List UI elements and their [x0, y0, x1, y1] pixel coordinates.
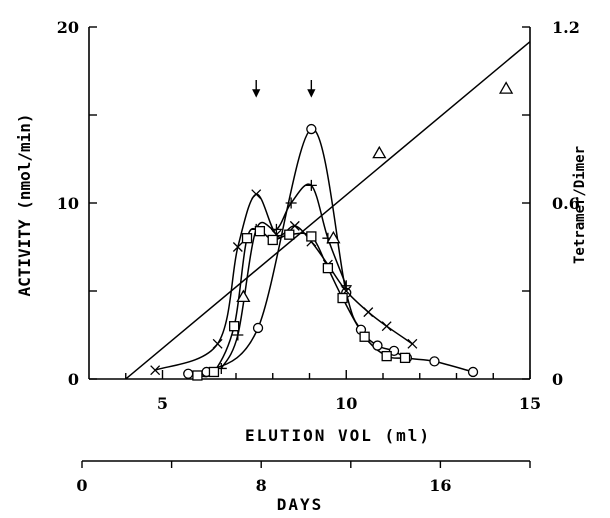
square-marker	[359, 331, 370, 342]
x-axis-title: ELUTION VOL (ml)	[245, 426, 431, 445]
square-marker	[284, 229, 295, 240]
plus-marker	[340, 280, 352, 292]
arrows	[252, 80, 316, 98]
square-marker	[208, 366, 220, 378]
cross-marker	[232, 242, 243, 252]
triangle-marker	[498, 81, 514, 94]
cross-marker	[363, 307, 374, 318]
cross-marker	[289, 220, 300, 231]
square-marker	[254, 226, 266, 237]
x-tick-label: 10	[335, 394, 357, 413]
square-marker	[381, 350, 392, 362]
x-tick-label: 15	[519, 394, 541, 413]
square-marker	[337, 292, 348, 304]
y2-tick-label: 0.6	[552, 194, 580, 213]
square-marker	[229, 321, 240, 332]
y2-tick-label: 0	[552, 370, 563, 389]
square-marker	[306, 231, 317, 242]
square-marker	[241, 233, 253, 244]
y2-tick-label: 1.2	[552, 18, 580, 37]
circle-marker	[429, 356, 440, 367]
plus-marker	[305, 179, 317, 191]
series-markers	[150, 81, 514, 381]
y2-axis-title: Tetramer/Dimer	[572, 146, 588, 264]
peak-arrowhead	[252, 89, 261, 98]
plus-marker	[285, 197, 297, 209]
plus-marker	[270, 223, 282, 235]
x-tick-label: 5	[157, 394, 168, 413]
triangle-marker	[236, 289, 251, 303]
y-tick-label: 0	[68, 370, 79, 389]
cross-marker	[150, 365, 161, 376]
peak-arrowhead	[307, 89, 316, 98]
x2-tick-label: 8	[256, 476, 267, 495]
square-marker	[192, 370, 203, 381]
cross-marker	[251, 189, 262, 200]
square-marker	[267, 234, 278, 246]
circle-marker	[183, 368, 194, 379]
y-tick-label: 10	[57, 194, 79, 213]
square-marker	[399, 352, 411, 364]
plus-series-line	[220, 183, 347, 369]
axes	[82, 27, 531, 462]
series-lines	[125, 41, 531, 380]
y-tick-label: 20	[57, 18, 79, 37]
x2-tick-label: 0	[76, 476, 87, 495]
circle-marker	[372, 340, 383, 351]
ticks	[81, 26, 531, 468]
circle-marker	[467, 366, 479, 378]
cross-marker	[381, 321, 392, 332]
square-marker	[322, 262, 334, 274]
cross-marker	[407, 338, 418, 349]
ratio-regression-line	[125, 41, 531, 380]
circle-marker	[306, 123, 317, 135]
square-series-line	[197, 227, 406, 378]
x2-tick-label: 16	[429, 476, 451, 495]
cross-marker	[212, 338, 223, 349]
circle-marker	[252, 322, 264, 334]
triangle-marker	[326, 230, 341, 244]
tick-labels: 0 10 20 0 0.6 1.2 5 10 15 0 8 16	[57, 18, 580, 495]
triangle-marker	[372, 145, 387, 159]
y-axis-title: ACTIVITY (nmol/min)	[15, 113, 34, 296]
x2-axis-title: DAYS	[277, 495, 324, 514]
